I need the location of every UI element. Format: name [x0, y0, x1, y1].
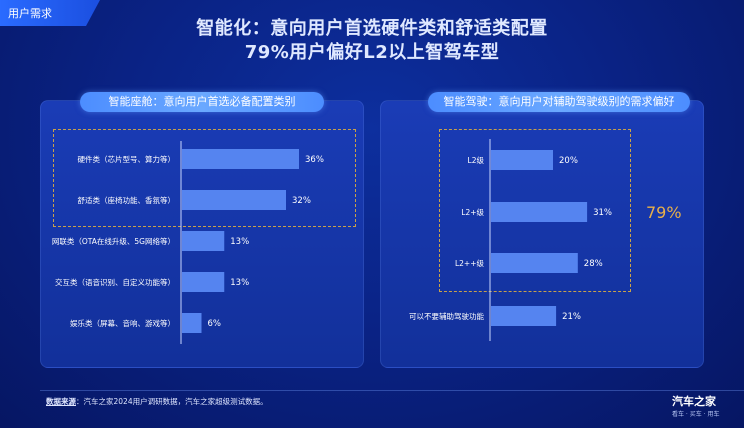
driving-category-label: L2++级: [455, 258, 485, 268]
cockpit-category-label: 交互类（语音识别、自定义功能等）: [55, 277, 175, 287]
driving-panel-title: 智能驾驶：意向用户对辅助驾驶级别的需求偏好: [428, 92, 690, 112]
driving-highlight-box: [439, 129, 631, 292]
driving-category-label: L2级: [468, 155, 485, 165]
driving-bar: [491, 306, 557, 326]
page-title-line1: 智能化：意向用户首选硬件类和舒适类配置: [196, 18, 548, 39]
driving-category-label: L2+级: [461, 207, 484, 217]
cockpit-chart: 硬件类（芯片型号、算力等） 36% 舒适类（座椅功能、香氛等） 32% 网联类（OTA在…: [52, 141, 324, 344]
cockpit-category-label: 娱乐类（屏幕、音响、游戏等）: [70, 318, 175, 328]
cockpit-category-label: 网联类（OTA在线升级、5G网络等）: [52, 236, 175, 246]
cockpit-value-label: 13%: [230, 237, 249, 247]
cockpit-value-label: 13%: [230, 278, 249, 288]
driving-value-label: 20%: [559, 156, 578, 166]
cockpit-value-label: 32%: [292, 196, 311, 206]
driving-bar: [491, 150, 553, 170]
cockpit-bar: [182, 272, 225, 292]
footer-source: 数据来源：汽车之家2024用户调研数据，汽车之家超级测试数据。: [46, 396, 268, 407]
driving-value-label: 28%: [584, 259, 603, 269]
cockpit-bar: [182, 190, 286, 210]
cockpit-bar: [182, 313, 202, 333]
cockpit-value-label: 6%: [208, 319, 222, 329]
cockpit-category-label: 舒适类（座椅功能、香氛等）: [78, 195, 176, 205]
driving-bar: [491, 202, 588, 222]
footer-source-label: 数据来源: [46, 397, 76, 406]
driving-value-label: 21%: [562, 312, 581, 322]
brand-tagline: 看车 · 买车 · 用车: [672, 411, 720, 418]
brand-logo-text: 汽车之家: [672, 395, 716, 408]
driving-category-label: 可以不要辅助驾驶功能: [409, 311, 484, 321]
cockpit-bar: [182, 149, 299, 169]
footer-source-text: ：汽车之家2024用户调研数据，汽车之家超级测试数据。: [76, 397, 268, 406]
driving-chart: L2级 20% L2+级 31% L2++级 28% 可以不要辅助驾驶功能 21%: [409, 139, 612, 341]
driving-bar: [491, 253, 578, 273]
footer-divider: [40, 390, 744, 391]
page-title-line2: 79%用户偏好L2以上智驾车型: [244, 42, 500, 63]
driving-highlight-total: 79%: [646, 203, 682, 222]
section-tag-label: 用户需求: [8, 7, 52, 20]
cockpit-bar: [182, 231, 225, 251]
cockpit-panel-title: 智能座舱：意向用户首选必备配置类别: [80, 92, 324, 112]
cockpit-value-label: 36%: [305, 155, 324, 165]
section-tag: 用户需求: [0, 0, 100, 26]
cockpit-highlight-box: [53, 129, 356, 227]
driving-value-label: 31%: [593, 208, 612, 218]
cockpit-category-label: 硬件类（芯片型号、算力等）: [78, 154, 176, 164]
